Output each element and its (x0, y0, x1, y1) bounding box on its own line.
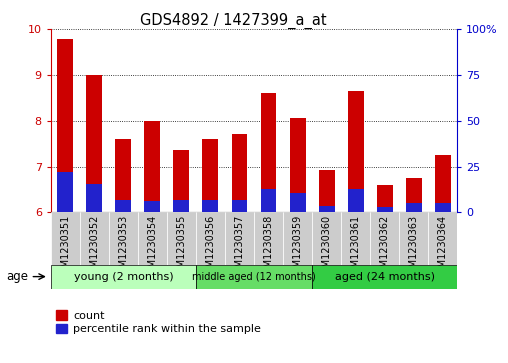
Bar (109, 212, 138, 265)
Text: GSM1230352: GSM1230352 (89, 215, 100, 280)
Text: GSM1230358: GSM1230358 (264, 215, 273, 280)
Bar (341, 212, 370, 265)
Bar (290, 118, 305, 212)
Bar (347, 91, 364, 212)
Bar (86, 75, 102, 212)
Bar (196, 265, 312, 289)
Bar (347, 188, 364, 212)
Bar (376, 185, 393, 212)
Text: GDS4892 / 1427399_a_at: GDS4892 / 1427399_a_at (140, 13, 327, 29)
Bar (57, 39, 73, 212)
Text: GSM1230363: GSM1230363 (408, 215, 419, 280)
Text: GSM1230360: GSM1230360 (322, 215, 332, 280)
Bar (173, 151, 189, 212)
Bar (435, 203, 451, 212)
Bar (312, 265, 457, 289)
Bar (115, 139, 132, 212)
Text: GSM1230353: GSM1230353 (118, 215, 129, 280)
Bar (51, 265, 196, 289)
Bar (376, 207, 393, 212)
Bar (86, 184, 102, 212)
Bar (283, 212, 312, 265)
Bar (399, 212, 428, 265)
Text: GSM1230354: GSM1230354 (147, 215, 157, 280)
Bar (435, 155, 451, 212)
Bar (167, 212, 196, 265)
Text: GSM1230351: GSM1230351 (60, 215, 70, 280)
Bar (319, 207, 335, 212)
Bar (138, 212, 167, 265)
Bar (196, 212, 225, 265)
Text: age: age (7, 270, 28, 284)
Text: GSM1230362: GSM1230362 (379, 215, 390, 280)
Bar (232, 200, 247, 212)
Bar (261, 188, 276, 212)
Bar (232, 134, 247, 212)
Text: GSM1230364: GSM1230364 (438, 215, 448, 280)
Bar (428, 212, 457, 265)
Bar (203, 139, 218, 212)
Text: GSM1230356: GSM1230356 (205, 215, 215, 280)
Bar (115, 200, 132, 212)
Bar (312, 212, 341, 265)
Bar (80, 212, 109, 265)
Bar (261, 93, 276, 212)
Bar (370, 212, 399, 265)
Text: young (2 months): young (2 months) (74, 272, 173, 282)
Bar (51, 212, 80, 265)
Bar (319, 170, 335, 212)
Text: GSM1230357: GSM1230357 (235, 215, 244, 280)
Text: aged (24 months): aged (24 months) (335, 272, 435, 282)
Text: middle aged (12 months): middle aged (12 months) (192, 272, 316, 282)
Bar (203, 200, 218, 212)
Bar (406, 178, 422, 212)
Bar (225, 212, 254, 265)
Text: GSM1230355: GSM1230355 (176, 215, 186, 280)
Bar (290, 193, 305, 212)
Bar (144, 201, 161, 212)
Bar (144, 121, 161, 212)
Bar (57, 172, 73, 212)
Text: GSM1230359: GSM1230359 (293, 215, 303, 280)
Bar (254, 212, 283, 265)
Legend: count, percentile rank within the sample: count, percentile rank within the sample (56, 310, 261, 334)
Bar (406, 203, 422, 212)
Text: GSM1230361: GSM1230361 (351, 215, 361, 280)
Bar (173, 200, 189, 212)
